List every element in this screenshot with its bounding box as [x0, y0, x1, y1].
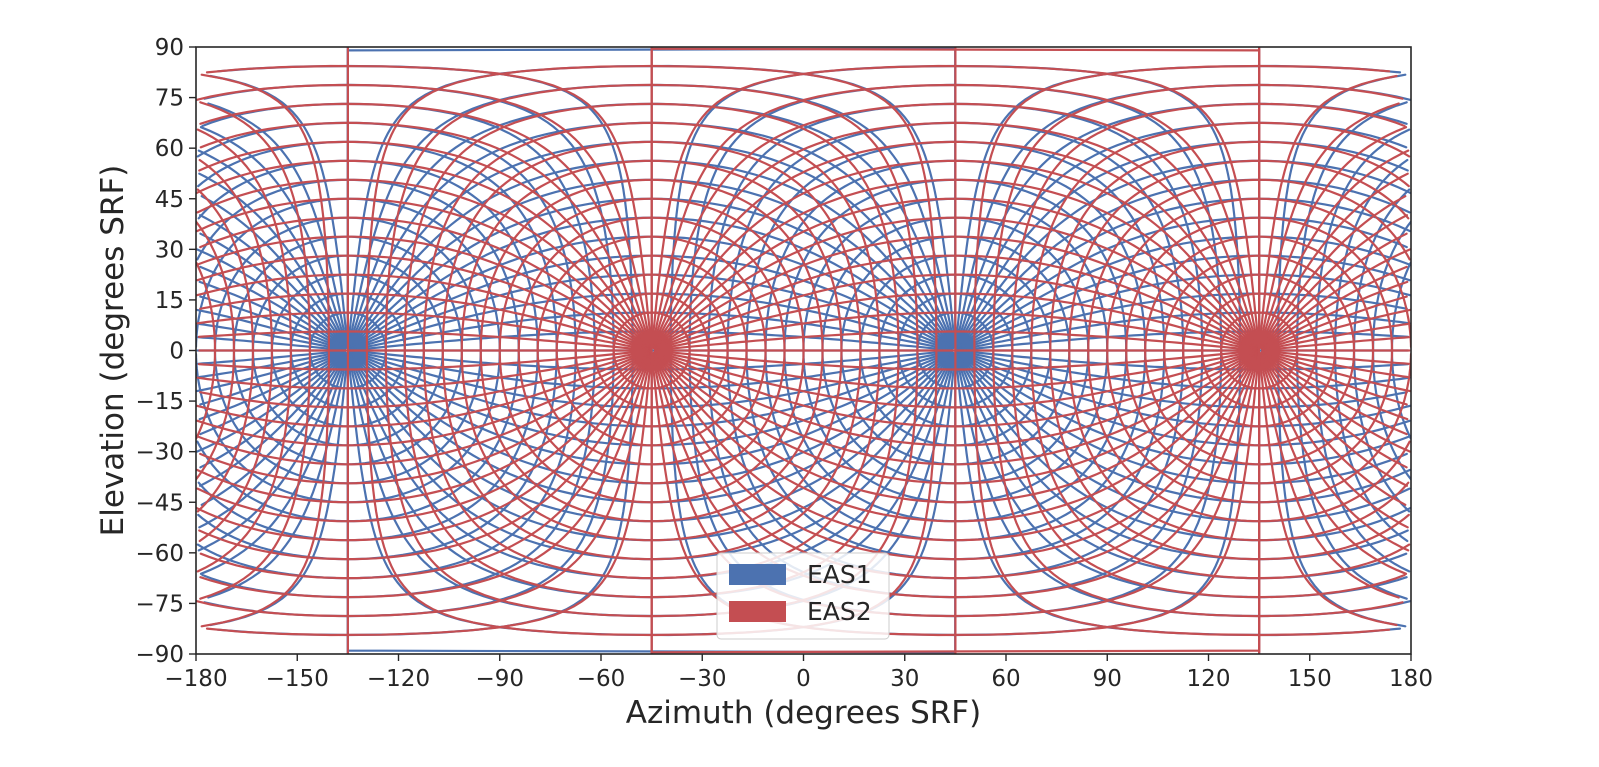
y-tick-label: −60	[135, 541, 184, 567]
y-axis: −90 −75 −60 −45 −30 −15 0 15 30 45 60 75 90	[135, 35, 196, 668]
x-tick-label: 120	[1187, 666, 1231, 692]
x-tick-label: 60	[991, 666, 1020, 692]
x-tick-label: −150	[266, 666, 329, 692]
x-axis: −180 −150 −120 −90 −60 −30 0 30 60 90 120 150 180	[164, 654, 1433, 692]
y-tick-label: −30	[135, 440, 184, 466]
y-tick-label: −90	[135, 642, 184, 668]
y-tick-label: 30	[155, 237, 184, 263]
legend-label: EAS1	[807, 560, 872, 589]
x-tick-label: 180	[1389, 666, 1433, 692]
legend-swatch	[729, 564, 786, 585]
legend: EAS1 EAS2	[717, 553, 889, 639]
y-tick-label: −15	[135, 389, 184, 415]
x-tick-label: −60	[577, 666, 626, 692]
x-tick-label: −120	[367, 666, 430, 692]
y-tick-label: 45	[155, 187, 184, 213]
x-tick-label: 90	[1093, 666, 1122, 692]
y-tick-label: −75	[135, 591, 184, 617]
x-tick-label: 30	[890, 666, 919, 692]
y-tick-label: 75	[155, 86, 184, 112]
y-tick-label: 15	[155, 288, 184, 314]
legend-swatch	[729, 601, 786, 622]
x-tick-label: −90	[475, 666, 524, 692]
y-tick-label: 60	[155, 136, 184, 162]
x-tick-label: 0	[796, 666, 811, 692]
x-axis-label: Azimuth (degrees SRF)	[626, 695, 981, 731]
x-tick-label: −180	[164, 666, 227, 692]
x-tick-label: 150	[1288, 666, 1332, 692]
y-tick-label: 0	[169, 339, 184, 365]
y-tick-label: 90	[155, 35, 184, 61]
legend-label: EAS2	[807, 597, 872, 626]
y-axis-label: Elevation (degrees SRF)	[95, 165, 131, 537]
y-tick-label: −45	[135, 490, 184, 516]
x-tick-label: −30	[678, 666, 727, 692]
